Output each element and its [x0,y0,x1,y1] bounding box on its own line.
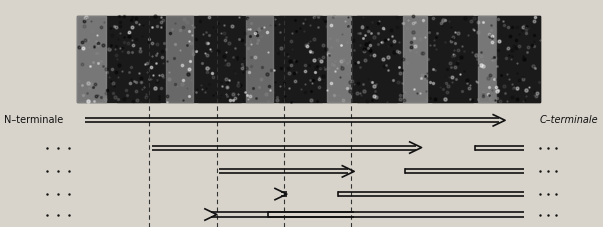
Bar [198,16,241,102]
Bar [166,16,192,102]
Text: N–terminale: N–terminale [4,115,63,125]
Bar [357,16,397,102]
Bar [497,16,540,102]
Bar [77,16,106,102]
Text: C–terminale: C–terminale [540,115,599,125]
Bar [77,16,540,102]
Bar [247,16,273,102]
Bar [279,16,322,102]
Bar [432,16,473,102]
Bar [403,16,427,102]
Bar [117,16,160,102]
Bar [478,16,497,102]
Bar [327,16,352,102]
